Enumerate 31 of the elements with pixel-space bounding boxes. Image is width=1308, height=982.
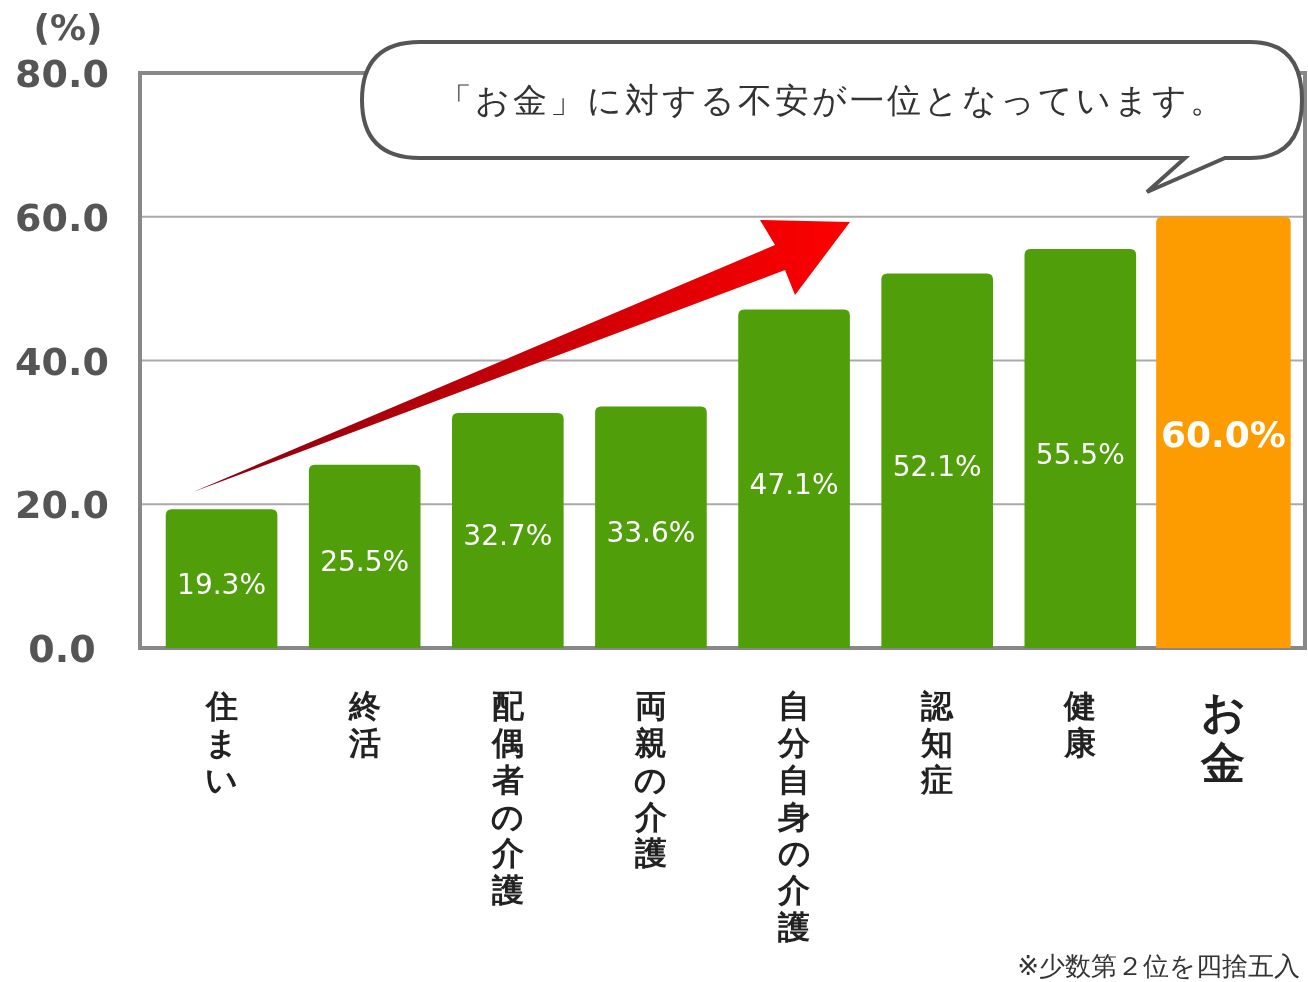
data-label: 32.7% — [463, 519, 553, 553]
annotation: 「お金」に対する不安が一位となっています。 — [437, 80, 1227, 120]
y-tick-label: 80.0 — [15, 52, 109, 96]
bar — [451, 412, 564, 648]
y-tick-label: 20.0 — [15, 483, 109, 528]
bar — [1024, 249, 1137, 648]
data-label: 33.6% — [606, 516, 696, 550]
bar — [165, 509, 278, 648]
x-tick-label: 終活 — [347, 687, 381, 762]
data-label: 19.3% — [177, 567, 267, 601]
data-label: 52.1% — [892, 449, 982, 483]
data-label: 55.5% — [1035, 437, 1125, 471]
x-tick-label: お金 — [1200, 686, 1246, 788]
y-tick-label: 0.0 — [28, 627, 96, 671]
bar — [881, 273, 994, 648]
y-tick-label: 40.0 — [15, 339, 109, 384]
x-tick-label: 配偶者の介護 — [490, 687, 525, 910]
bar — [308, 464, 421, 648]
bar — [595, 406, 707, 648]
x-tick-label: 両親の介護 — [633, 687, 668, 873]
x-tick-label: 認知症 — [920, 687, 955, 799]
data-label: 47.1% — [749, 467, 839, 501]
x-tick-label: 健康 — [1063, 687, 1097, 762]
x-tick-label: 住まい — [203, 687, 239, 799]
bar — [738, 309, 850, 648]
x-tick-label: 自分自身の介護 — [777, 687, 811, 946]
y-tick-label: 60.0 — [15, 195, 109, 240]
data-label: 25.5% — [320, 545, 410, 579]
data-label: 60.0% — [1160, 414, 1286, 456]
y-axis-title: (%) — [33, 7, 103, 48]
text: ※少数第２位を四捨五入 — [1017, 951, 1300, 981]
